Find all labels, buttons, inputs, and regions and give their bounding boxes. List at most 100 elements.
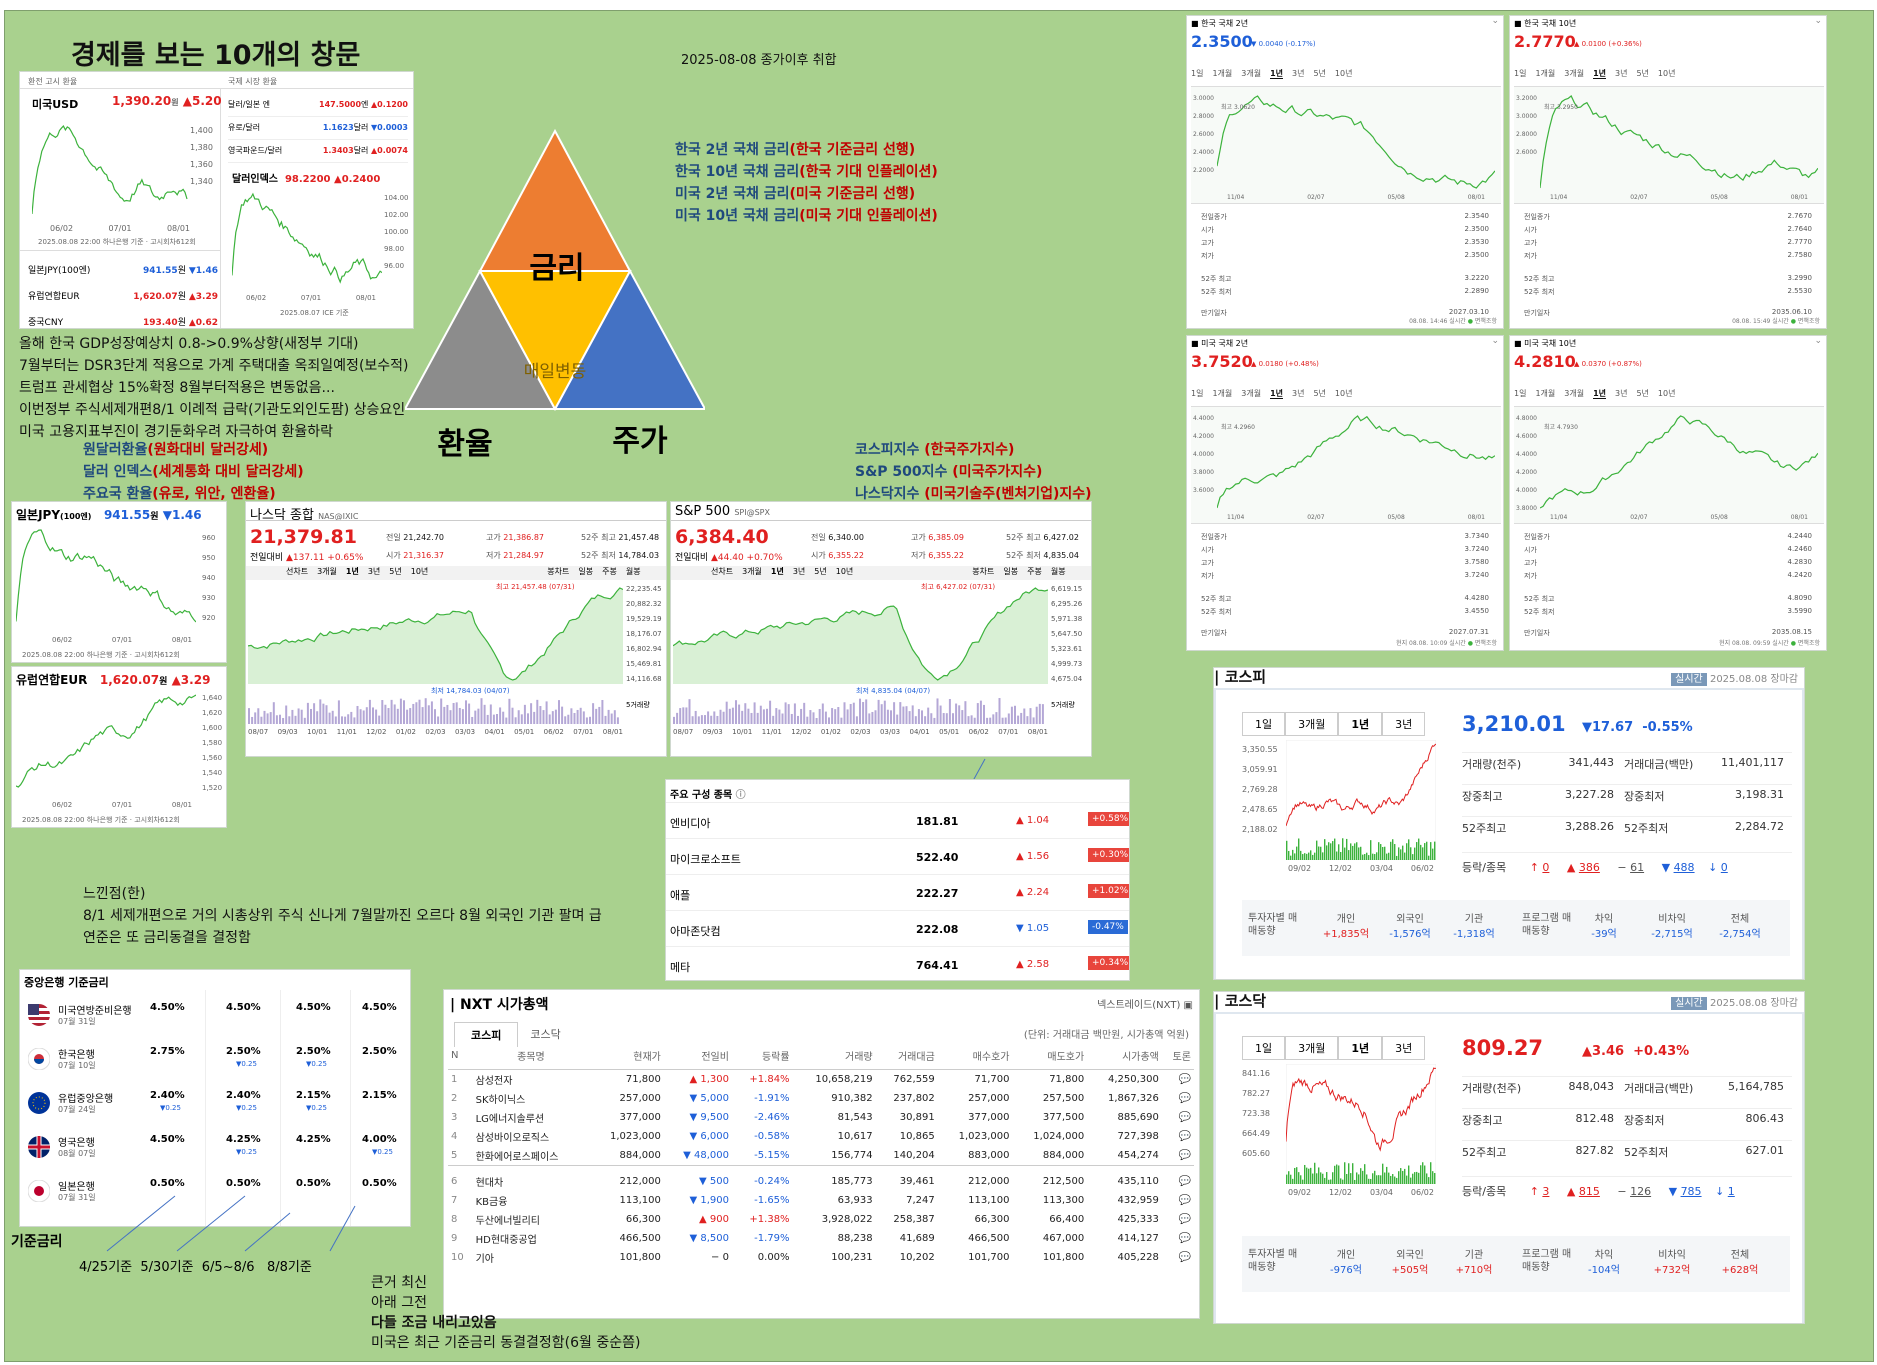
range-tab[interactable]: 3년 (367, 567, 381, 576)
candle-tab[interactable]: 봉차트 (972, 567, 995, 576)
bond-range-tab[interactable]: 5년 (1313, 389, 1326, 398)
intl-fx-row[interactable]: 달러/일본 엔 147.5000엔 ▲0.1200 (228, 94, 408, 117)
candle-tab[interactable]: 일봉 (578, 567, 594, 576)
fx-list-row[interactable]: 유럽연합EUR 1,620.07원 ▲3.29 (28, 292, 218, 302)
candle-tab[interactable]: 월봉 (625, 567, 641, 576)
comment-icon[interactable]: 💬 (1178, 1195, 1191, 1206)
market-range-tab[interactable]: 3개월 (1285, 712, 1339, 736)
market-range-tab[interactable]: 3년 (1382, 1036, 1426, 1060)
bond-range-tab[interactable]: 1년 (1270, 69, 1284, 79)
bond-range-tab[interactable]: 1일 (1514, 389, 1527, 398)
impression-title: 느낀점(한) (83, 886, 146, 902)
candle-tab[interactable]: 봉차트 (547, 567, 570, 576)
bond-range-tab[interactable]: 10년 (1657, 69, 1676, 78)
bond-range-tab[interactable]: 1개월 (1212, 389, 1233, 398)
holding-row[interactable]: 엔비디아 181.81 ▲ 1.04 +0.58% (666, 802, 1129, 838)
range-tab[interactable]: 1년 (770, 567, 784, 576)
bond-range-tab[interactable]: 3개월 (1564, 69, 1585, 78)
nxt-row[interactable]: 1 삼성전자 71,800 ▲ 1,300 +1.84% 10,658,219 762,55… (448, 1070, 1194, 1090)
range-tab[interactable]: 선차트 (286, 567, 309, 576)
range-tab[interactable]: 10년 (410, 567, 429, 576)
bond-range-tab[interactable]: 5년 (1636, 69, 1649, 78)
holding-row[interactable]: 메타 764.41 ▲ 2.58 +0.34% (666, 946, 1129, 980)
bond-range-tab[interactable]: 10년 (1334, 389, 1353, 398)
range-tab[interactable]: 5년 (814, 567, 827, 576)
nxt-row[interactable]: 6 현대차 212,000 ▼ 500 -0.24% 185,773 39,461 212,0… (448, 1172, 1194, 1191)
nxt-row[interactable]: 8 두산에너빌리티 66,300 ▲ 900 +1.38% 3,928,022 258,38… (448, 1210, 1194, 1229)
bond-dropdown-icon[interactable]: ⌄ (1491, 336, 1499, 346)
central-bank-row[interactable]: 미국연방준비은행 07월 31일 4.50% 4.50% 4.50% 4.50% (20, 996, 410, 1040)
bond-range-tab[interactable]: 10년 (1657, 389, 1676, 398)
bond-range-tab[interactable]: 1개월 (1535, 69, 1556, 78)
market-range-tab[interactable]: 1일 (1242, 1036, 1286, 1060)
bond-range-tab[interactable]: 1개월 (1535, 389, 1556, 398)
comment-icon[interactable]: 💬 (1178, 1093, 1191, 1104)
market-range-tab[interactable]: 1년 (1338, 712, 1383, 736)
tab-kosdaq[interactable]: 코스닥 (530, 1028, 561, 1041)
holding-row[interactable]: 애플 222.27 ▲ 2.24 +1.02% (666, 874, 1129, 910)
holding-row[interactable]: 아마존닷컴 222.08 ▼ 1.05 -0.47% (666, 910, 1129, 946)
intl-fx-row[interactable]: 영국파운드/달러 1.3403달러 ▲0.0074 (228, 140, 408, 163)
bond-range-tab[interactable]: 5년 (1313, 69, 1326, 78)
fx-list-row[interactable]: 중국CNY 193.40원 ▲0.62 (28, 318, 218, 328)
bond-range-tab[interactable]: 10년 (1334, 69, 1353, 78)
intl-fx-row[interactable]: 유로/달러 1.1623달러 ▼0.0003 (228, 117, 408, 140)
candle-tab[interactable]: 주봉 (602, 567, 617, 576)
nxt-row[interactable]: 9 HD현대중공업 466,500 ▼ 8,500 -1.79% 88,238 41,689… (448, 1229, 1194, 1248)
bond-dropdown-icon[interactable]: ⌄ (1814, 16, 1822, 26)
bond-range-tab[interactable]: 1일 (1191, 69, 1204, 78)
nxt-row[interactable]: 3 LG에너지솔루션 377,000 ▼ 9,500 -2.46% 81,543 30,89… (448, 1108, 1194, 1127)
nxt-row[interactable]: 2 SK하이닉스 257,000 ▼ 5,000 -1.91% 910,382 237,80… (448, 1089, 1194, 1108)
range-tab[interactable]: 3년 (792, 567, 806, 576)
bond-dropdown-icon[interactable]: ⌄ (1491, 16, 1499, 26)
candle-tab[interactable]: 일봉 (1003, 567, 1019, 576)
bond-range-tab[interactable]: 3개월 (1241, 389, 1262, 398)
nxt-row[interactable]: 4 삼성바이오로직스 1,023,000 ▼ 6,000 -0.58% 10,617 10,… (448, 1127, 1194, 1146)
candle-tab[interactable]: 주봉 (1027, 567, 1042, 576)
market-range-tab[interactable]: 1년 (1338, 1036, 1383, 1060)
range-tab[interactable]: 3개월 (317, 567, 337, 576)
comment-icon[interactable]: 💬 (1178, 1233, 1191, 1244)
comment-icon[interactable]: 💬 (1178, 1252, 1191, 1263)
comment-icon[interactable]: 💬 (1178, 1176, 1191, 1187)
bond-dropdown-icon[interactable]: ⌄ (1814, 336, 1822, 346)
range-tab[interactable]: 3개월 (742, 567, 762, 576)
bond-range-tab[interactable]: 3년 (1615, 389, 1628, 398)
market-range-tab[interactable]: 3년 (1382, 712, 1426, 736)
bond-range-tab[interactable]: 1일 (1514, 69, 1527, 78)
comment-icon[interactable]: 💬 (1178, 1150, 1191, 1161)
bond-range-tab[interactable]: 3개월 (1241, 69, 1262, 78)
bond-range-tab[interactable]: 1년 (1270, 389, 1284, 399)
bond-range-tab[interactable]: 3년 (1292, 69, 1305, 78)
bond-range-tab[interactable]: 1년 (1593, 69, 1607, 79)
central-bank-row[interactable]: 한국은행 07월 10일 2.75% 2.50% ▼0.25 2.50% ▼0.25… (20, 1040, 410, 1084)
range-tab[interactable]: 10년 (835, 567, 854, 576)
central-bank-row[interactable]: 영국은행 08월 07일 4.50% 4.25% ▼0.25 4.25% 4.00%… (20, 1128, 410, 1172)
range-tab[interactable]: 선차트 (711, 567, 734, 576)
nxt-row[interactable]: 5 한화에어로스페이스 884,000 ▼ 48,000 -5.15% 156,774 14… (448, 1146, 1194, 1166)
tab-kospi[interactable]: 코스피 (454, 1022, 519, 1047)
nxt-source-link[interactable]: 넥스트레이드(NXT) ▣ (1097, 1000, 1193, 1011)
fx-list-row[interactable]: 일본JPY(100엔) 941.55원 ▼1.46 (28, 266, 218, 276)
market-range-tab[interactable]: 1일 (1242, 712, 1286, 736)
comment-icon[interactable]: 💬 (1178, 1112, 1191, 1123)
bond-range-tab[interactable]: 5년 (1636, 389, 1649, 398)
central-bank-row[interactable]: 일본은행 07월 31일 0.50% 0.50% 0.50% 0.50% (20, 1172, 410, 1216)
comment-icon[interactable]: 💬 (1178, 1214, 1191, 1225)
comment-icon[interactable]: 💬 (1178, 1074, 1191, 1085)
nxt-row[interactable]: 10 기아 101,800− 0 0.00% 100,231 10,202 101,700 1… (448, 1248, 1194, 1267)
nxt-row[interactable]: 7 KB금융 113,100 ▼ 1,900 -1.65% 63,933 7,247 113,… (448, 1191, 1194, 1210)
range-tab[interactable]: 1년 (345, 567, 359, 576)
candle-tab[interactable]: 월봉 (1050, 567, 1066, 576)
bond-range-tab[interactable]: 3개월 (1564, 389, 1585, 398)
bond-range-tab[interactable]: 1개월 (1212, 69, 1233, 78)
bond-range-tab[interactable]: 1일 (1191, 389, 1204, 398)
holding-row[interactable]: 마이크로소프트 522.40 ▲ 1.56 +0.30% (666, 838, 1129, 874)
comment-icon[interactable]: 💬 (1178, 1131, 1191, 1142)
range-tab[interactable]: 5년 (389, 567, 402, 576)
central-bank-row[interactable]: 유럽중앙은행 07월 24일 2.40% ▼0.25 2.40% ▼0.25 2.15… (20, 1084, 410, 1128)
market-range-tab[interactable]: 3개월 (1285, 1036, 1339, 1060)
bond-range-tab[interactable]: 1년 (1593, 389, 1607, 399)
bond-range-tab[interactable]: 3년 (1615, 69, 1628, 78)
bond-range-tab[interactable]: 3년 (1292, 389, 1305, 398)
